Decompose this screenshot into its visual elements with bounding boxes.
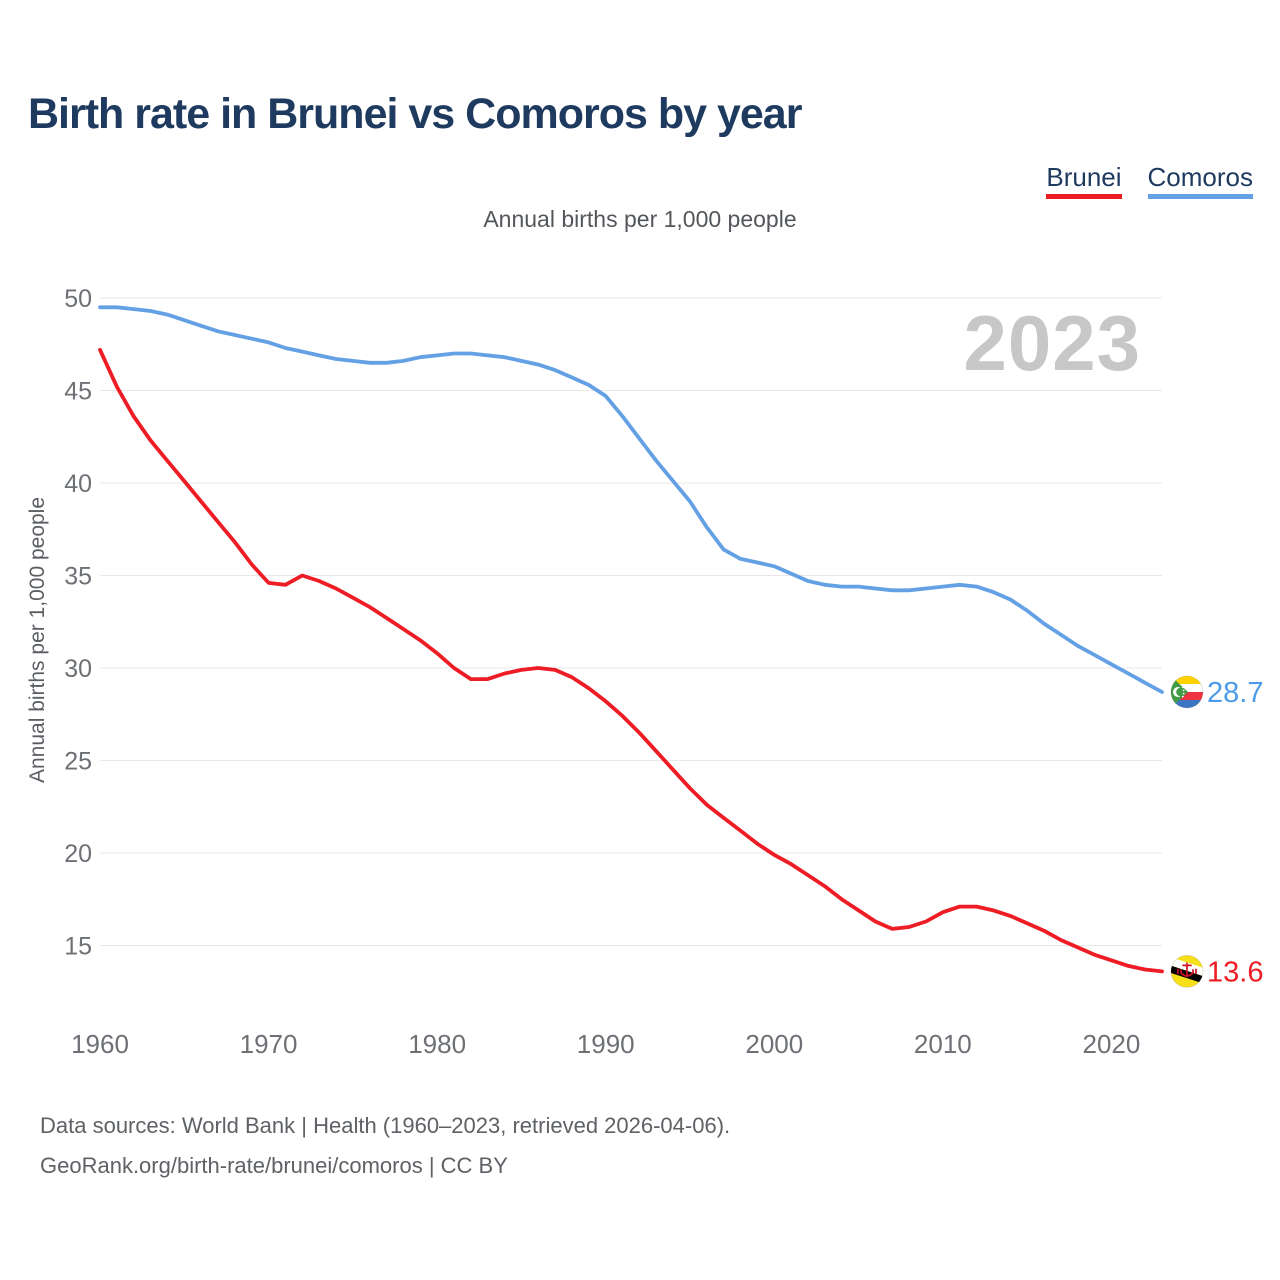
x-tick-label: 2010 [914, 1029, 972, 1059]
y-tick-label: 25 [64, 748, 92, 776]
series-line-brunei [98, 347, 1164, 974]
watermark-year: 2023 [963, 299, 1141, 387]
legend-swatch-comoros [1147, 194, 1253, 199]
comoros-flag-icon [1170, 675, 1204, 709]
gridlines [100, 297, 1162, 946]
series-lines [98, 305, 1164, 974]
x-tick-label: 1980 [408, 1029, 466, 1059]
y-tick-label: 50 [64, 285, 92, 313]
license-line: GeoRank.org/birth-rate/brunei/comoros | … [40, 1153, 508, 1178]
source-attribution: Data sources: World Bank | Health (1960–… [40, 1106, 730, 1186]
brunei-flag-icon [1170, 954, 1204, 988]
y-tick-label: 40 [64, 470, 92, 498]
legend: Brunei Comoros [1046, 163, 1253, 199]
legend-item-comoros[interactable]: Comoros [1147, 162, 1253, 199]
legend-label-brunei: Brunei [1046, 162, 1122, 192]
y-tick-label: 45 [64, 378, 92, 406]
y-axis-ticks: 15 20 25 30 35 40 45 50 [64, 285, 92, 961]
x-tick-label: 1990 [577, 1029, 635, 1059]
x-tick-label: 1970 [240, 1029, 298, 1059]
x-tick-label: 2000 [745, 1029, 803, 1059]
brunei-end-value: 13.6 [1207, 956, 1263, 988]
x-tick-label: 2020 [1083, 1029, 1141, 1059]
source-line: Data sources: World Bank | Health (1960–… [40, 1113, 731, 1138]
chart-subtitle: Annual births per 1,000 people [483, 206, 797, 232]
series-line-comoros [98, 305, 1164, 694]
x-axis-ticks: 1960 1970 1980 1990 2000 2010 2020 [71, 1029, 1140, 1059]
legend-swatch-brunei [1046, 194, 1122, 199]
legend-item-brunei[interactable]: Brunei [1046, 162, 1122, 199]
page-title: Birth rate in Brunei vs Comoros by year [28, 90, 802, 138]
y-axis-title: Annual births per 1,000 people [26, 497, 49, 783]
comoros-end-value: 28.7 [1207, 677, 1263, 709]
y-tick-label: 35 [64, 563, 92, 591]
y-tick-label: 20 [64, 840, 92, 868]
y-tick-label: 15 [64, 933, 92, 961]
legend-label-comoros: Comoros [1147, 162, 1253, 192]
x-tick-label: 1960 [71, 1029, 129, 1059]
y-tick-label: 30 [64, 655, 92, 683]
